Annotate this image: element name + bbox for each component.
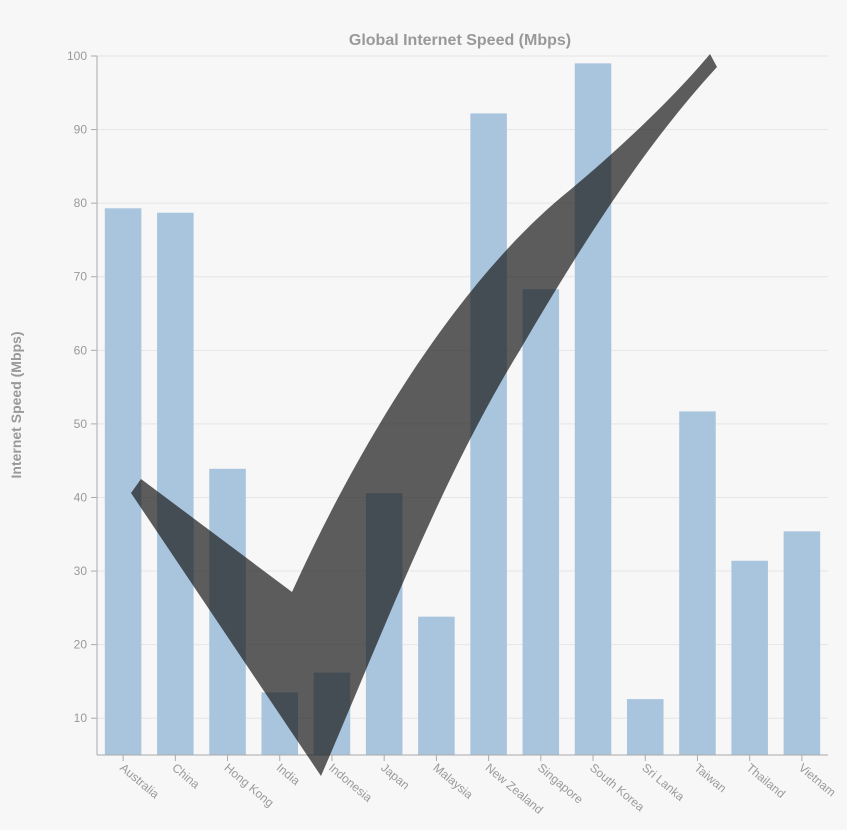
bar-australia xyxy=(104,208,142,756)
x-tick-label: Indonesia xyxy=(326,761,375,805)
x-tick-label: Sri Lanka xyxy=(639,761,687,805)
y-axis-title: Internet Speed (Mbps) xyxy=(8,331,24,478)
y-tick-label: 50 xyxy=(74,417,88,431)
x-tick-label: Vietnam xyxy=(796,761,839,800)
bar-taiwan xyxy=(679,411,716,755)
y-tick-label: 100 xyxy=(67,49,87,63)
bar-sri-lanka xyxy=(626,699,664,755)
bar-singapore xyxy=(522,289,560,755)
x-tick-label: India xyxy=(274,761,303,789)
x-tick-label: Singapore xyxy=(535,761,586,807)
bar-thailand xyxy=(731,560,768,755)
y-tick-label: 80 xyxy=(74,196,88,210)
x-tick-label: Japan xyxy=(378,761,412,793)
y-tick-label: 40 xyxy=(74,490,88,504)
y-tick-label: 10 xyxy=(74,711,88,725)
checkmark-overlay xyxy=(131,54,717,776)
y-axis-ticks: 10 20 30 40 50 60 70 80 90 100 xyxy=(67,49,97,725)
bar-china xyxy=(157,212,194,756)
x-axis xyxy=(96,56,828,756)
y-tick-label: 90 xyxy=(74,123,88,137)
x-tick-label: Malaysia xyxy=(430,761,476,802)
x-tick-label: South Korea xyxy=(587,761,647,815)
x-tick-label: Australia xyxy=(117,761,162,802)
bar-malaysia xyxy=(418,616,455,755)
x-tick-label: Thailand xyxy=(744,761,788,801)
bars xyxy=(104,63,821,756)
x-tick-label: Hong Kong xyxy=(222,761,277,810)
y-tick-label: 20 xyxy=(74,638,88,652)
y-tick-label: 30 xyxy=(74,564,88,578)
bar-vietnam xyxy=(783,531,821,755)
bar-new-zealand xyxy=(470,113,507,755)
x-tick-label: China xyxy=(169,761,202,792)
y-tick-label: 70 xyxy=(74,270,88,284)
y-tick-label: 60 xyxy=(74,343,88,357)
x-tick-label: Taiwan xyxy=(692,761,730,796)
chart-title: Global Internet Speed (Mbps) xyxy=(349,32,571,49)
